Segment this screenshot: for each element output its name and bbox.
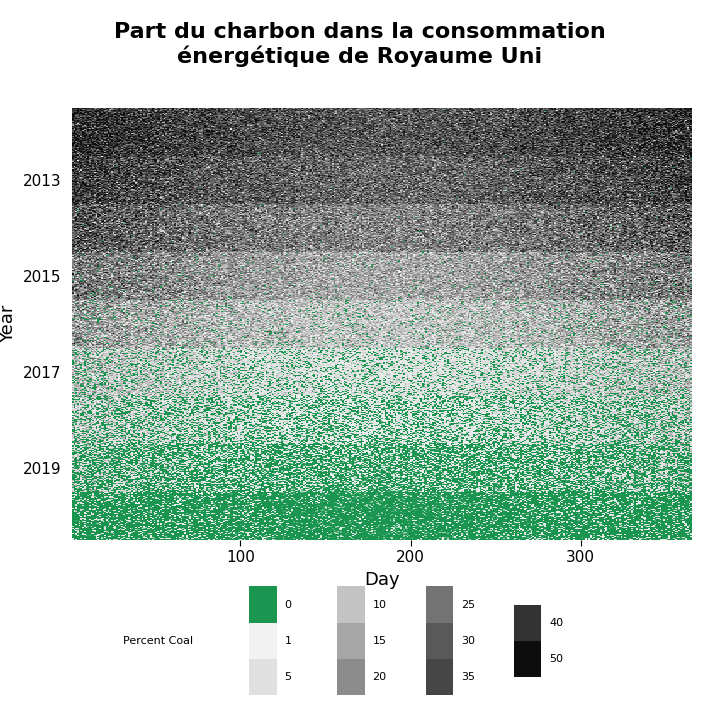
FancyBboxPatch shape <box>249 659 277 696</box>
FancyBboxPatch shape <box>514 605 541 641</box>
FancyBboxPatch shape <box>426 586 454 623</box>
Y-axis label: Year: Year <box>0 305 17 343</box>
Text: 5: 5 <box>284 672 292 682</box>
FancyBboxPatch shape <box>426 659 454 696</box>
FancyBboxPatch shape <box>514 641 541 677</box>
Text: 30: 30 <box>461 636 474 646</box>
Text: 1: 1 <box>284 636 292 646</box>
Text: 40: 40 <box>549 618 563 628</box>
Text: 15: 15 <box>373 636 387 646</box>
Text: 50: 50 <box>549 654 563 664</box>
Text: 10: 10 <box>373 600 387 610</box>
X-axis label: Day: Day <box>364 571 400 589</box>
Text: Percent Coal: Percent Coal <box>123 636 193 646</box>
FancyBboxPatch shape <box>338 623 365 659</box>
FancyBboxPatch shape <box>338 659 365 696</box>
Text: Part du charbon dans la consommation
énergétique de Royaume Uni: Part du charbon dans la consommation éne… <box>114 22 606 67</box>
FancyBboxPatch shape <box>426 623 454 659</box>
Text: 0: 0 <box>284 600 292 610</box>
FancyBboxPatch shape <box>338 586 365 623</box>
FancyBboxPatch shape <box>249 623 277 659</box>
Text: 25: 25 <box>461 600 475 610</box>
FancyBboxPatch shape <box>249 586 277 623</box>
Text: 20: 20 <box>373 672 387 682</box>
Text: 35: 35 <box>461 672 474 682</box>
